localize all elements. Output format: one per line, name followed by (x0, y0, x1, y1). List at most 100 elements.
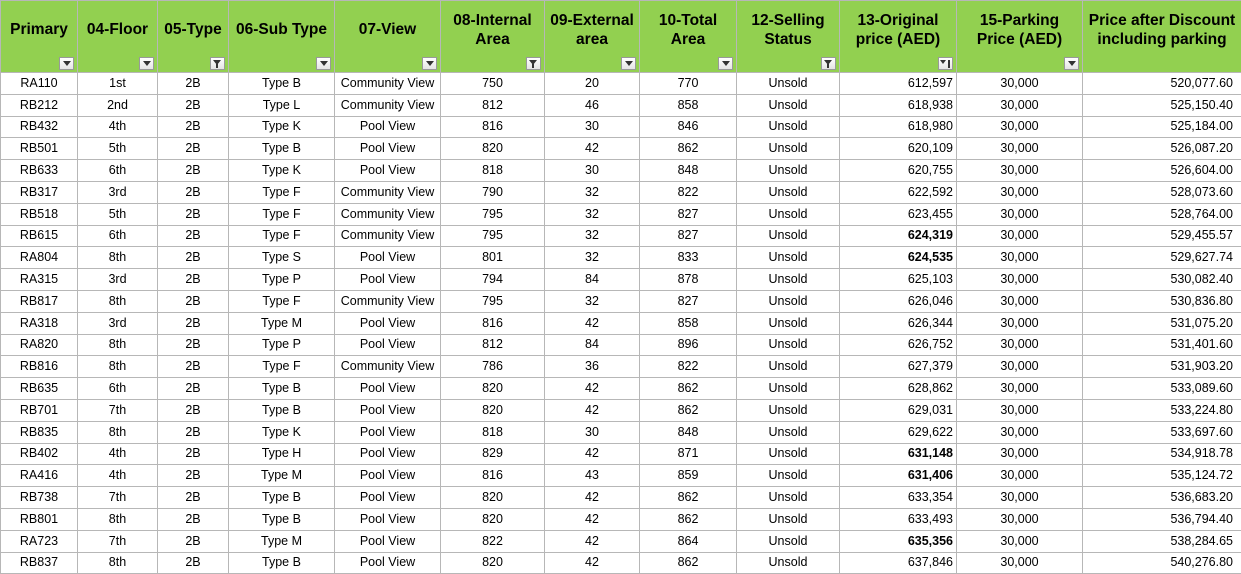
cell-internal[interactable]: 818 (441, 160, 545, 182)
cell-primary[interactable]: RB402 (1, 443, 78, 465)
cell-internal[interactable]: 750 (441, 73, 545, 95)
cell-status[interactable]: Unsold (737, 73, 840, 95)
cell-type[interactable]: 2B (158, 443, 229, 465)
dropdown-arrow-icon[interactable] (59, 57, 74, 70)
cell-total[interactable]: 862 (640, 552, 737, 574)
cell-internal[interactable]: 795 (441, 225, 545, 247)
cell-subtype[interactable]: Type K (229, 116, 335, 138)
cell-type[interactable]: 2B (158, 530, 229, 552)
cell-primary[interactable]: RA416 (1, 465, 78, 487)
cell-subtype[interactable]: Type B (229, 399, 335, 421)
cell-external[interactable]: 32 (545, 225, 640, 247)
cell-type[interactable]: 2B (158, 465, 229, 487)
cell-discounted[interactable]: 529,627.74 (1083, 247, 1241, 269)
cell-primary[interactable]: RB816 (1, 356, 78, 378)
cell-external[interactable]: 42 (545, 443, 640, 465)
cell-price[interactable]: 623,455 (840, 203, 957, 225)
cell-external[interactable]: 42 (545, 399, 640, 421)
cell-internal[interactable]: 801 (441, 247, 545, 269)
cell-discounted[interactable]: 535,124.72 (1083, 465, 1241, 487)
cell-view[interactable]: Pool View (335, 378, 441, 400)
cell-subtype[interactable]: Type F (229, 225, 335, 247)
cell-parking[interactable]: 30,000 (957, 399, 1083, 421)
cell-total[interactable]: 858 (640, 94, 737, 116)
cell-total[interactable]: 862 (640, 399, 737, 421)
cell-status[interactable]: Unsold (737, 421, 840, 443)
cell-parking[interactable]: 30,000 (957, 443, 1083, 465)
cell-total[interactable]: 862 (640, 508, 737, 530)
cell-total[interactable]: 827 (640, 225, 737, 247)
cell-parking[interactable]: 30,000 (957, 138, 1083, 160)
cell-status[interactable]: Unsold (737, 247, 840, 269)
cell-status[interactable]: Unsold (737, 465, 840, 487)
cell-total[interactable]: 878 (640, 269, 737, 291)
cell-floor[interactable]: 3rd (78, 269, 158, 291)
cell-internal[interactable]: 820 (441, 552, 545, 574)
cell-price[interactable]: 618,938 (840, 94, 957, 116)
cell-discounted[interactable]: 526,604.00 (1083, 160, 1241, 182)
cell-subtype[interactable]: Type K (229, 160, 335, 182)
cell-floor[interactable]: 5th (78, 203, 158, 225)
cell-type[interactable]: 2B (158, 421, 229, 443)
cell-price[interactable]: 628,862 (840, 378, 957, 400)
cell-discounted[interactable]: 531,903.20 (1083, 356, 1241, 378)
cell-price[interactable]: 629,031 (840, 399, 957, 421)
cell-primary[interactable]: RB701 (1, 399, 78, 421)
cell-type[interactable]: 2B (158, 552, 229, 574)
cell-type[interactable]: 2B (158, 116, 229, 138)
cell-view[interactable]: Pool View (335, 247, 441, 269)
cell-floor[interactable]: 7th (78, 399, 158, 421)
cell-parking[interactable]: 30,000 (957, 465, 1083, 487)
cell-internal[interactable]: 812 (441, 94, 545, 116)
cell-internal[interactable]: 820 (441, 487, 545, 509)
cell-price[interactable]: 620,109 (840, 138, 957, 160)
cell-type[interactable]: 2B (158, 334, 229, 356)
cell-price[interactable]: 633,354 (840, 487, 957, 509)
cell-status[interactable]: Unsold (737, 443, 840, 465)
cell-view[interactable]: Community View (335, 73, 441, 95)
cell-view[interactable]: Pool View (335, 508, 441, 530)
cell-subtype[interactable]: Type B (229, 552, 335, 574)
cell-status[interactable]: Unsold (737, 94, 840, 116)
cell-parking[interactable]: 30,000 (957, 487, 1083, 509)
cell-parking[interactable]: 30,000 (957, 334, 1083, 356)
cell-floor[interactable]: 3rd (78, 312, 158, 334)
cell-parking[interactable]: 30,000 (957, 225, 1083, 247)
cell-view[interactable]: Community View (335, 203, 441, 225)
cell-primary[interactable]: RB633 (1, 160, 78, 182)
cell-discounted[interactable]: 533,224.80 (1083, 399, 1241, 421)
cell-floor[interactable]: 7th (78, 530, 158, 552)
cell-floor[interactable]: 6th (78, 378, 158, 400)
dropdown-arrow-icon[interactable] (139, 57, 154, 70)
cell-subtype[interactable]: Type B (229, 73, 335, 95)
cell-discounted[interactable]: 525,184.00 (1083, 116, 1241, 138)
cell-subtype[interactable]: Type F (229, 290, 335, 312)
cell-status[interactable]: Unsold (737, 530, 840, 552)
cell-primary[interactable]: RB317 (1, 181, 78, 203)
cell-external[interactable]: 32 (545, 203, 640, 225)
cell-primary[interactable]: RB738 (1, 487, 78, 509)
cell-type[interactable]: 2B (158, 225, 229, 247)
cell-internal[interactable]: 820 (441, 508, 545, 530)
cell-price[interactable]: 631,148 (840, 443, 957, 465)
cell-type[interactable]: 2B (158, 378, 229, 400)
cell-primary[interactable]: RB432 (1, 116, 78, 138)
dropdown-arrow-icon[interactable] (316, 57, 331, 70)
cell-price[interactable]: 637,846 (840, 552, 957, 574)
cell-internal[interactable]: 822 (441, 530, 545, 552)
cell-price[interactable]: 626,752 (840, 334, 957, 356)
cell-price[interactable]: 624,535 (840, 247, 957, 269)
cell-floor[interactable]: 1st (78, 73, 158, 95)
cell-floor[interactable]: 7th (78, 487, 158, 509)
cell-type[interactable]: 2B (158, 290, 229, 312)
cell-status[interactable]: Unsold (737, 508, 840, 530)
cell-view[interactable]: Community View (335, 290, 441, 312)
cell-parking[interactable]: 30,000 (957, 160, 1083, 182)
dropdown-arrow-icon[interactable] (718, 57, 733, 70)
cell-external[interactable]: 20 (545, 73, 640, 95)
cell-discounted[interactable]: 530,836.80 (1083, 290, 1241, 312)
cell-internal[interactable]: 818 (441, 421, 545, 443)
cell-external[interactable]: 46 (545, 94, 640, 116)
cell-total[interactable]: 862 (640, 378, 737, 400)
cell-status[interactable]: Unsold (737, 225, 840, 247)
